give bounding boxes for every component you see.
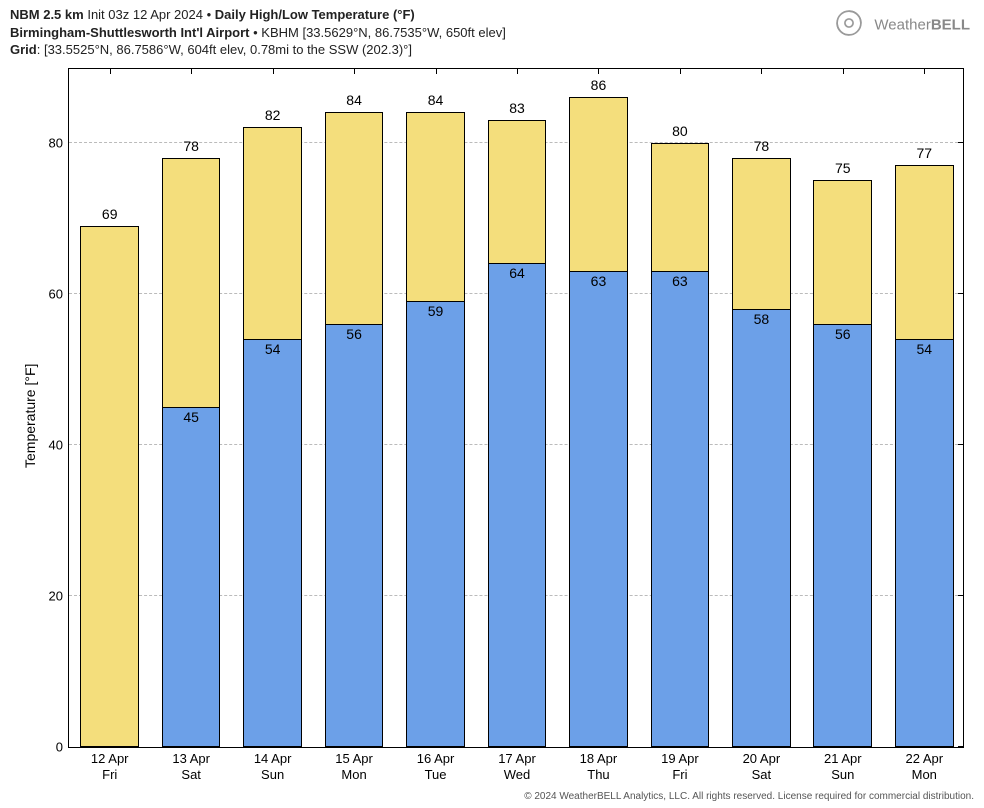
y-tick-mark bbox=[958, 444, 964, 445]
x-tick-mark bbox=[517, 69, 518, 74]
y-tick-label: 0 bbox=[56, 740, 69, 755]
x-tick-mark bbox=[436, 69, 437, 74]
x-tick-label: 12 AprFri bbox=[91, 747, 129, 782]
high-temp-label: 75 bbox=[813, 160, 872, 176]
x-tick-mark bbox=[273, 69, 274, 74]
grid-info: [33.5525°N, 86.7586°W, 604ft elev, 0.78m… bbox=[44, 42, 412, 57]
y-tick-label: 20 bbox=[49, 588, 69, 603]
header-line-1: NBM 2.5 km Init 03z 12 Apr 2024 • Daily … bbox=[10, 6, 506, 24]
header-line-3: Grid: [33.5525°N, 86.7586°W, 604ft elev,… bbox=[10, 41, 506, 59]
y-tick-label: 40 bbox=[49, 437, 69, 452]
y-tick-mark bbox=[958, 293, 964, 294]
low-temp-label: 54 bbox=[243, 341, 302, 357]
brand-logo: WeatherBELL bbox=[832, 6, 970, 45]
x-tick-mark bbox=[924, 69, 925, 74]
chart-header: NBM 2.5 km Init 03z 12 Apr 2024 • Daily … bbox=[10, 6, 506, 59]
low-temp-bar bbox=[488, 263, 547, 747]
y-axis-label: Temperature [°F] bbox=[22, 364, 38, 468]
init-time: Init 03z 12 Apr 2024 bbox=[87, 7, 203, 22]
low-temp-label: 54 bbox=[895, 341, 954, 357]
low-temp-label: 63 bbox=[651, 273, 710, 289]
high-temp-label: 78 bbox=[162, 138, 221, 154]
high-temp-label: 86 bbox=[569, 77, 628, 93]
x-tick-label: 17 AprWed bbox=[498, 747, 536, 782]
high-temp-bar bbox=[80, 226, 139, 747]
x-tick-label: 18 AprThu bbox=[580, 747, 618, 782]
copyright-footer: © 2024 WeatherBELL Analytics, LLC. All r… bbox=[524, 791, 974, 802]
x-tick-label: 22 AprMon bbox=[905, 747, 943, 782]
low-temp-label: 56 bbox=[813, 326, 872, 342]
low-temp-bar bbox=[325, 324, 384, 747]
header-line-2: Birmingham-Shuttlesworth Int'l Airport •… bbox=[10, 24, 506, 42]
x-tick-mark bbox=[843, 69, 844, 74]
x-tick-mark bbox=[354, 69, 355, 74]
high-temp-label: 83 bbox=[488, 100, 547, 116]
low-temp-label: 56 bbox=[325, 326, 384, 342]
low-temp-bar bbox=[895, 339, 954, 747]
high-temp-label: 77 bbox=[895, 145, 954, 161]
x-tick-label: 20 AprSat bbox=[743, 747, 781, 782]
grid-label: Grid bbox=[10, 42, 37, 57]
low-temp-label: 45 bbox=[162, 409, 221, 425]
page: NBM 2.5 km Init 03z 12 Apr 2024 • Daily … bbox=[0, 0, 984, 808]
low-temp-bar bbox=[243, 339, 302, 747]
x-tick-label: 13 AprSat bbox=[172, 747, 210, 782]
low-temp-bar bbox=[569, 271, 628, 747]
low-temp-bar bbox=[813, 324, 872, 747]
brand-text: WeatherBELL bbox=[874, 17, 970, 34]
x-tick-label: 14 AprSun bbox=[254, 747, 292, 782]
low-temp-bar bbox=[651, 271, 710, 747]
plot-area: 0204060806912 AprFri784513 AprSat825414 … bbox=[68, 68, 964, 748]
x-tick-mark bbox=[680, 69, 681, 74]
low-temp-label: 58 bbox=[732, 311, 791, 327]
chart-title: Daily High/Low Temperature (°F) bbox=[215, 7, 415, 22]
low-temp-label: 59 bbox=[406, 303, 465, 319]
y-tick-label: 60 bbox=[49, 286, 69, 301]
y-tick-label: 80 bbox=[49, 135, 69, 150]
low-temp-bar bbox=[162, 407, 221, 747]
high-temp-label: 78 bbox=[732, 138, 791, 154]
high-temp-label: 82 bbox=[243, 107, 302, 123]
y-tick-mark bbox=[958, 746, 964, 747]
station-info: KBHM [33.5629°N, 86.7535°W, 650ft elev] bbox=[261, 25, 506, 40]
y-tick-mark bbox=[958, 142, 964, 143]
x-tick-label: 21 AprSun bbox=[824, 747, 862, 782]
high-temp-label: 84 bbox=[325, 92, 384, 108]
x-tick-mark bbox=[191, 69, 192, 74]
y-tick-mark bbox=[958, 595, 964, 596]
high-temp-label: 80 bbox=[651, 123, 710, 139]
hurricane-icon bbox=[832, 6, 866, 45]
low-temp-bar bbox=[732, 309, 791, 747]
x-tick-label: 16 AprTue bbox=[417, 747, 455, 782]
high-temp-label: 69 bbox=[80, 206, 139, 222]
location-name: Birmingham-Shuttlesworth Int'l Airport bbox=[10, 25, 250, 40]
x-tick-mark bbox=[761, 69, 762, 74]
x-tick-mark bbox=[110, 69, 111, 74]
low-temp-label: 63 bbox=[569, 273, 628, 289]
low-temp-label: 64 bbox=[488, 265, 547, 281]
x-tick-label: 19 AprFri bbox=[661, 747, 699, 782]
x-tick-mark bbox=[598, 69, 599, 74]
model-name: NBM 2.5 km bbox=[10, 7, 84, 22]
x-tick-label: 15 AprMon bbox=[335, 747, 373, 782]
high-temp-label: 84 bbox=[406, 92, 465, 108]
low-temp-bar bbox=[406, 301, 465, 747]
